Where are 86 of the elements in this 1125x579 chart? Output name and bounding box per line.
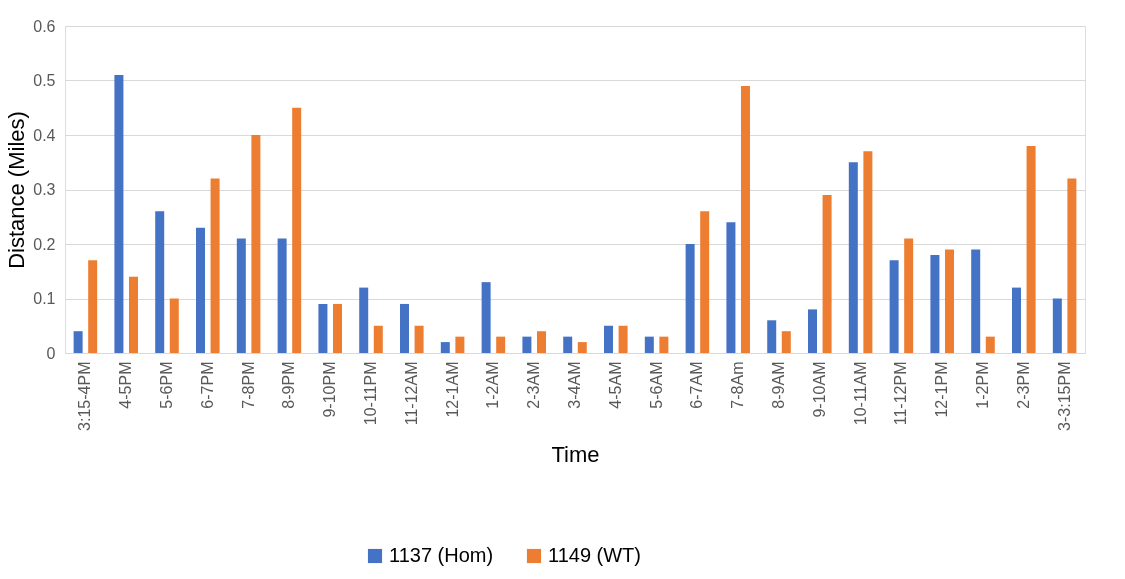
bar [114, 75, 124, 353]
x-tick-label: 1-2PM [974, 361, 991, 409]
x-tick-label: 8-9PM [280, 361, 298, 409]
bar [414, 325, 424, 353]
x-tick-label: 7-8Am [729, 361, 747, 409]
x-tick-label: 11-12AM [402, 361, 420, 426]
bar [604, 325, 614, 353]
x-tick-label: 6-7AM [688, 361, 706, 409]
y-tick-label: 0.2 [33, 235, 56, 253]
bar [904, 238, 914, 353]
x-axis-title: Time [551, 441, 600, 467]
bar [1067, 178, 1077, 353]
bar [318, 303, 328, 353]
bar [1052, 298, 1062, 353]
bar [522, 336, 532, 353]
bar [88, 260, 98, 353]
y-tick-label: 0.6 [33, 17, 56, 35]
bar [944, 249, 954, 353]
bar [863, 151, 873, 353]
x-tick-label: 4-5AM [606, 361, 624, 409]
x-tick-label: 12-1PM [933, 361, 951, 418]
x-tick-label: 7-8PM [239, 361, 257, 409]
bar [277, 238, 287, 353]
bar [128, 276, 138, 353]
legend-label: 1149 (WT) [548, 544, 641, 566]
x-tick-label: 2-3PM [1014, 361, 1032, 409]
x-tick-label: 8-9AM [770, 361, 787, 409]
y-tick-label: 0.3 [33, 181, 56, 198]
bar [848, 162, 858, 353]
y-tick-label: 0.4 [33, 126, 56, 144]
bar [767, 320, 777, 353]
bar [400, 303, 410, 353]
bar [373, 325, 383, 353]
y-tick-label: 0.1 [33, 290, 56, 307]
x-tick-label: 5-6PM [158, 361, 175, 409]
x-tick-label: 3-3:15PM [1055, 361, 1073, 431]
bar [563, 336, 573, 353]
bar [930, 254, 940, 353]
bar [659, 336, 669, 353]
bar [985, 336, 995, 353]
x-tick-label: 11-12PM [892, 361, 910, 426]
bar [236, 238, 246, 353]
bar [577, 342, 587, 353]
y-tick-label: 0 [46, 344, 56, 362]
bar [210, 178, 220, 353]
bar [292, 107, 302, 353]
bar [536, 331, 546, 353]
bar [700, 211, 710, 353]
bar [155, 211, 165, 353]
bar [455, 336, 465, 353]
bar [496, 336, 506, 353]
x-tick-label: 10-11PM [362, 361, 379, 426]
x-tick-label: 4-5PM [117, 361, 135, 409]
bar [73, 331, 83, 353]
bar [644, 336, 654, 353]
bar [822, 194, 832, 353]
x-tick-label: 9-10AM [810, 361, 828, 418]
bar [889, 260, 899, 353]
bar [685, 244, 695, 353]
x-tick-label: 10-11AM [851, 361, 869, 426]
bar [332, 303, 342, 353]
x-tick-label: 3:15-4PM [76, 361, 94, 431]
y-axis-title: Distance (Miles) [4, 111, 30, 269]
legend-label: 1137 (Hom) [389, 544, 494, 566]
x-tick-label: 5-6AM [647, 361, 665, 409]
x-tick-label: 6-7PM [198, 361, 216, 409]
bar [1012, 287, 1022, 353]
x-tick-label: 1-2AM [484, 361, 502, 409]
bar [169, 298, 179, 353]
bar [481, 282, 491, 353]
y-tick-label: 0.5 [33, 72, 56, 89]
bar [971, 249, 981, 353]
bar [251, 135, 261, 353]
bar [196, 227, 206, 353]
bar [618, 325, 628, 353]
bar [1026, 145, 1036, 353]
x-tick-label: 12-1AM [443, 361, 461, 418]
bar [726, 222, 736, 353]
bar [740, 85, 750, 353]
x-tick-label: 2-3AM [525, 361, 543, 409]
x-tick-label: 9-10PM [321, 361, 339, 418]
bar [359, 287, 369, 353]
x-tick-label: 3-4AM [566, 361, 583, 409]
bar [440, 342, 450, 353]
bar [781, 331, 791, 353]
bar [808, 309, 818, 353]
